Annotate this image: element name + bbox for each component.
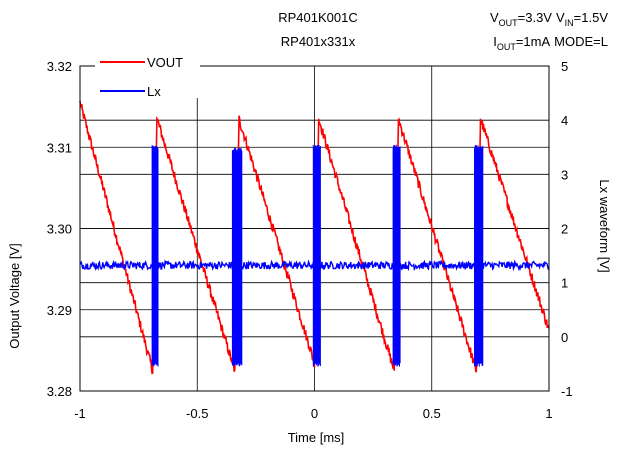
legend-label-vout: VOUT bbox=[147, 55, 183, 70]
x-axis-label: Time [ms] bbox=[288, 430, 345, 445]
left-tick-label: 3.31 bbox=[47, 140, 72, 155]
lx-burst-edges bbox=[231, 147, 243, 367]
lx-burst-edges bbox=[392, 144, 401, 367]
plot-frame bbox=[79, 65, 550, 392]
x-tick-label: -0.5 bbox=[186, 406, 208, 421]
lx-burst bbox=[151, 145, 159, 367]
series-layer bbox=[79, 100, 550, 375]
lx-burst bbox=[392, 144, 401, 367]
left-tick-label: 3.32 bbox=[47, 59, 72, 74]
lx-burst-edges bbox=[151, 145, 159, 367]
right-tick-label: 1 bbox=[561, 276, 568, 291]
lx-burst bbox=[474, 145, 484, 367]
left-tick-label: 3.29 bbox=[47, 303, 72, 318]
right-tick-label: 3 bbox=[561, 167, 568, 182]
x-tick-label: 0.5 bbox=[423, 406, 441, 421]
lx-burst-edges bbox=[474, 145, 484, 367]
legend: VOUT Lx bbox=[95, 53, 200, 99]
left-tick-labels: 3.28 3.29 3.30 3.31 3.32 bbox=[47, 59, 72, 399]
legend-label-lx: Lx bbox=[147, 84, 161, 99]
x-tick-label: -1 bbox=[74, 406, 86, 421]
condition-line2: IOUT=1mA MODE=L bbox=[493, 34, 608, 52]
right-tick-label: 4 bbox=[561, 113, 568, 128]
chart-title-line1: RP401K001C bbox=[278, 10, 358, 25]
left-axis-label: Output Voltage [V] bbox=[7, 243, 22, 349]
right-axis-label: Lx waveform [V] bbox=[597, 179, 612, 272]
right-tick-label: 0 bbox=[561, 330, 568, 345]
left-tick-label: 3.30 bbox=[47, 222, 72, 237]
right-tick-labels: -1 0 1 2 3 4 5 bbox=[561, 59, 573, 399]
lx-burst bbox=[312, 145, 321, 367]
right-tick-label: 2 bbox=[561, 222, 568, 237]
x-tick-label: 0 bbox=[311, 406, 318, 421]
right-tick-label: 5 bbox=[561, 59, 568, 74]
right-tick-label: -1 bbox=[561, 384, 573, 399]
chart-title-line2: RP401x331x bbox=[281, 34, 356, 49]
lx-burst-edges bbox=[312, 145, 321, 367]
left-tick-label: 3.28 bbox=[47, 384, 72, 399]
lx-burst bbox=[231, 147, 243, 367]
condition-line1: VOUT=3.3V VIN=1.5V bbox=[490, 10, 608, 28]
x-tick-label: 1 bbox=[545, 406, 552, 421]
x-tick-labels: -1 -0.5 0 0.5 1 bbox=[74, 406, 552, 421]
